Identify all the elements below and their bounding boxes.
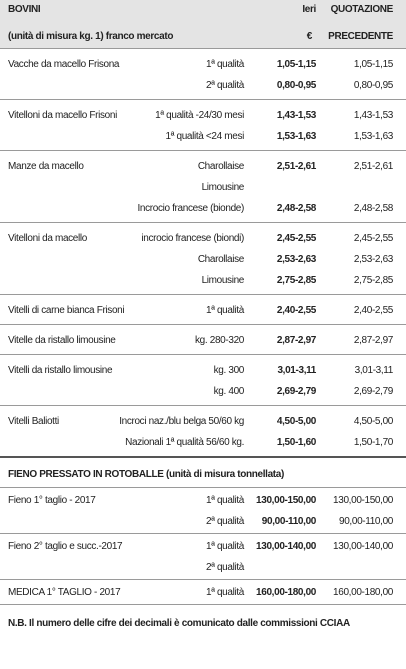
header-currency: € bbox=[306, 31, 313, 42]
item-name: Vacche da macello Frisona bbox=[8, 59, 120, 70]
grade: 2ª qualità bbox=[205, 516, 244, 527]
price-previous: 130,00-140,00 bbox=[333, 541, 393, 552]
price-previous: 160,00-180,00 bbox=[333, 587, 393, 598]
price-previous: 90,00-110,00 bbox=[339, 516, 393, 527]
price-previous: 2,53-2,63 bbox=[353, 254, 393, 265]
row-divider bbox=[0, 324, 406, 325]
section-title: FIENO PRESSATO IN ROTOBALLE (unità di mi… bbox=[8, 469, 284, 480]
row-divider bbox=[0, 533, 406, 534]
row-divider bbox=[0, 604, 406, 605]
item-name: Fieno 1° taglio - 2017 bbox=[8, 495, 96, 506]
price-previous: 2,40-2,55 bbox=[353, 305, 393, 316]
price-today: 3,01-3,11 bbox=[277, 365, 316, 376]
price-today: 1,43-1,53 bbox=[276, 110, 316, 121]
price-previous: 1,53-1,63 bbox=[353, 131, 393, 142]
price-today: 2,48-2,58 bbox=[276, 203, 316, 214]
item-name: Vitelli di carne bianca Frisoni bbox=[8, 305, 125, 316]
price-previous: 2,48-2,58 bbox=[353, 203, 393, 214]
header-previous: QUOTAZIONE bbox=[330, 4, 394, 15]
price-today: 1,53-1,63 bbox=[276, 131, 316, 142]
row-divider bbox=[0, 579, 406, 580]
item-name: Fieno 2° taglio e succ.-2017 bbox=[8, 541, 123, 552]
grade: 1ª qualità bbox=[205, 495, 244, 506]
grade: 1ª qualità <24 mesi bbox=[165, 131, 245, 142]
grade: 1ª qualità bbox=[205, 587, 244, 598]
grade: Limousine bbox=[201, 182, 245, 193]
price-today: 2,87-2,97 bbox=[276, 335, 316, 346]
item-name: Manze da macello bbox=[8, 161, 84, 172]
item-name: Vitelloni da macello Frisoni bbox=[8, 110, 117, 121]
row-divider bbox=[0, 487, 406, 488]
price-today: 2,75-2,85 bbox=[276, 275, 316, 286]
grade: 1ª qualità bbox=[205, 305, 244, 316]
price-today: 2,45-2,55 bbox=[276, 233, 316, 244]
header-unit: (unità di misura kg. 1) franco mercato bbox=[8, 31, 174, 42]
grade: kg. 280-320 bbox=[195, 335, 244, 346]
price-previous: 2,69-2,79 bbox=[353, 386, 393, 397]
price-today: 130,00-140,00 bbox=[256, 541, 316, 552]
price-previous: 1,43-1,53 bbox=[353, 110, 393, 121]
grade: Limousine bbox=[201, 275, 245, 286]
price-today: 1,50-1,60 bbox=[276, 437, 316, 448]
grade: Incroci naz./blu belga 50/60 kg bbox=[119, 416, 244, 427]
price-previous: 2,75-2,85 bbox=[353, 275, 393, 286]
header-band bbox=[0, 0, 406, 48]
footnote: N.B. Il numero delle cifre dei decimali … bbox=[8, 618, 350, 629]
grade: 1ª qualità bbox=[205, 59, 244, 70]
row-divider bbox=[0, 150, 406, 151]
row-divider bbox=[0, 456, 406, 458]
row-divider bbox=[0, 48, 406, 49]
price-previous: 1,50-1,70 bbox=[353, 437, 393, 448]
price-previous: 4,50-5,00 bbox=[353, 416, 393, 427]
price-today: 2,69-2,79 bbox=[276, 386, 316, 397]
row-divider bbox=[0, 294, 406, 295]
grade: kg. 300 bbox=[213, 365, 245, 376]
grade: incrocio francese (biondi) bbox=[141, 233, 244, 244]
row-divider bbox=[0, 99, 406, 100]
price-today: 4,50-5,00 bbox=[276, 416, 316, 427]
price-today: 2,53-2,63 bbox=[276, 254, 316, 265]
price-today: 130,00-150,00 bbox=[256, 495, 316, 506]
header-previous: PRECEDENTE bbox=[328, 31, 393, 42]
price-today: 2,51-2,61 bbox=[276, 161, 316, 172]
grade: Nazionali 1ª qualità 56/60 kg. bbox=[125, 437, 244, 448]
price-previous: 0,80-0,95 bbox=[353, 80, 393, 91]
price-today: 160,00-180,00 bbox=[256, 587, 316, 598]
price-today: 2,40-2,55 bbox=[276, 305, 316, 316]
price-today: 90,00-110,00 bbox=[261, 516, 317, 527]
price-today: 0,80-0,95 bbox=[276, 80, 316, 91]
grade: Charollaise bbox=[197, 254, 245, 265]
grade: 1ª qualità -24/30 mesi bbox=[155, 110, 244, 121]
header-title: BOVINI bbox=[8, 4, 41, 15]
price-previous: 2,87-2,97 bbox=[353, 335, 393, 346]
grade: Charollaise bbox=[197, 161, 245, 172]
header-today: Ieri bbox=[302, 4, 316, 15]
item-name: Vitelle da ristallo limousine bbox=[8, 335, 116, 346]
row-divider bbox=[0, 354, 406, 355]
price-previous: 130,00-150,00 bbox=[333, 495, 393, 506]
grade: kg. 400 bbox=[213, 386, 245, 397]
grade: 2ª qualità bbox=[205, 562, 244, 573]
item-name: Vitelloni da macello bbox=[8, 233, 87, 244]
price-previous: 2,45-2,55 bbox=[353, 233, 393, 244]
grade: 1ª qualità bbox=[205, 541, 244, 552]
grade: 2ª qualità bbox=[205, 80, 244, 91]
price-today: 1,05-1,15 bbox=[276, 59, 316, 70]
price-previous: 3,01-3,11 bbox=[354, 365, 394, 376]
item-name: Vitelli da ristallo limousine bbox=[8, 365, 113, 376]
price-previous: 1,05-1,15 bbox=[353, 59, 393, 70]
price-previous: 2,51-2,61 bbox=[353, 161, 393, 172]
row-divider bbox=[0, 222, 406, 223]
grade: Incrocio francese (bionde) bbox=[137, 203, 244, 214]
row-divider bbox=[0, 405, 406, 406]
item-name: Vitelli Baliotti bbox=[8, 416, 59, 427]
item-name: MEDICA 1° TAGLIO - 2017 bbox=[8, 587, 121, 598]
